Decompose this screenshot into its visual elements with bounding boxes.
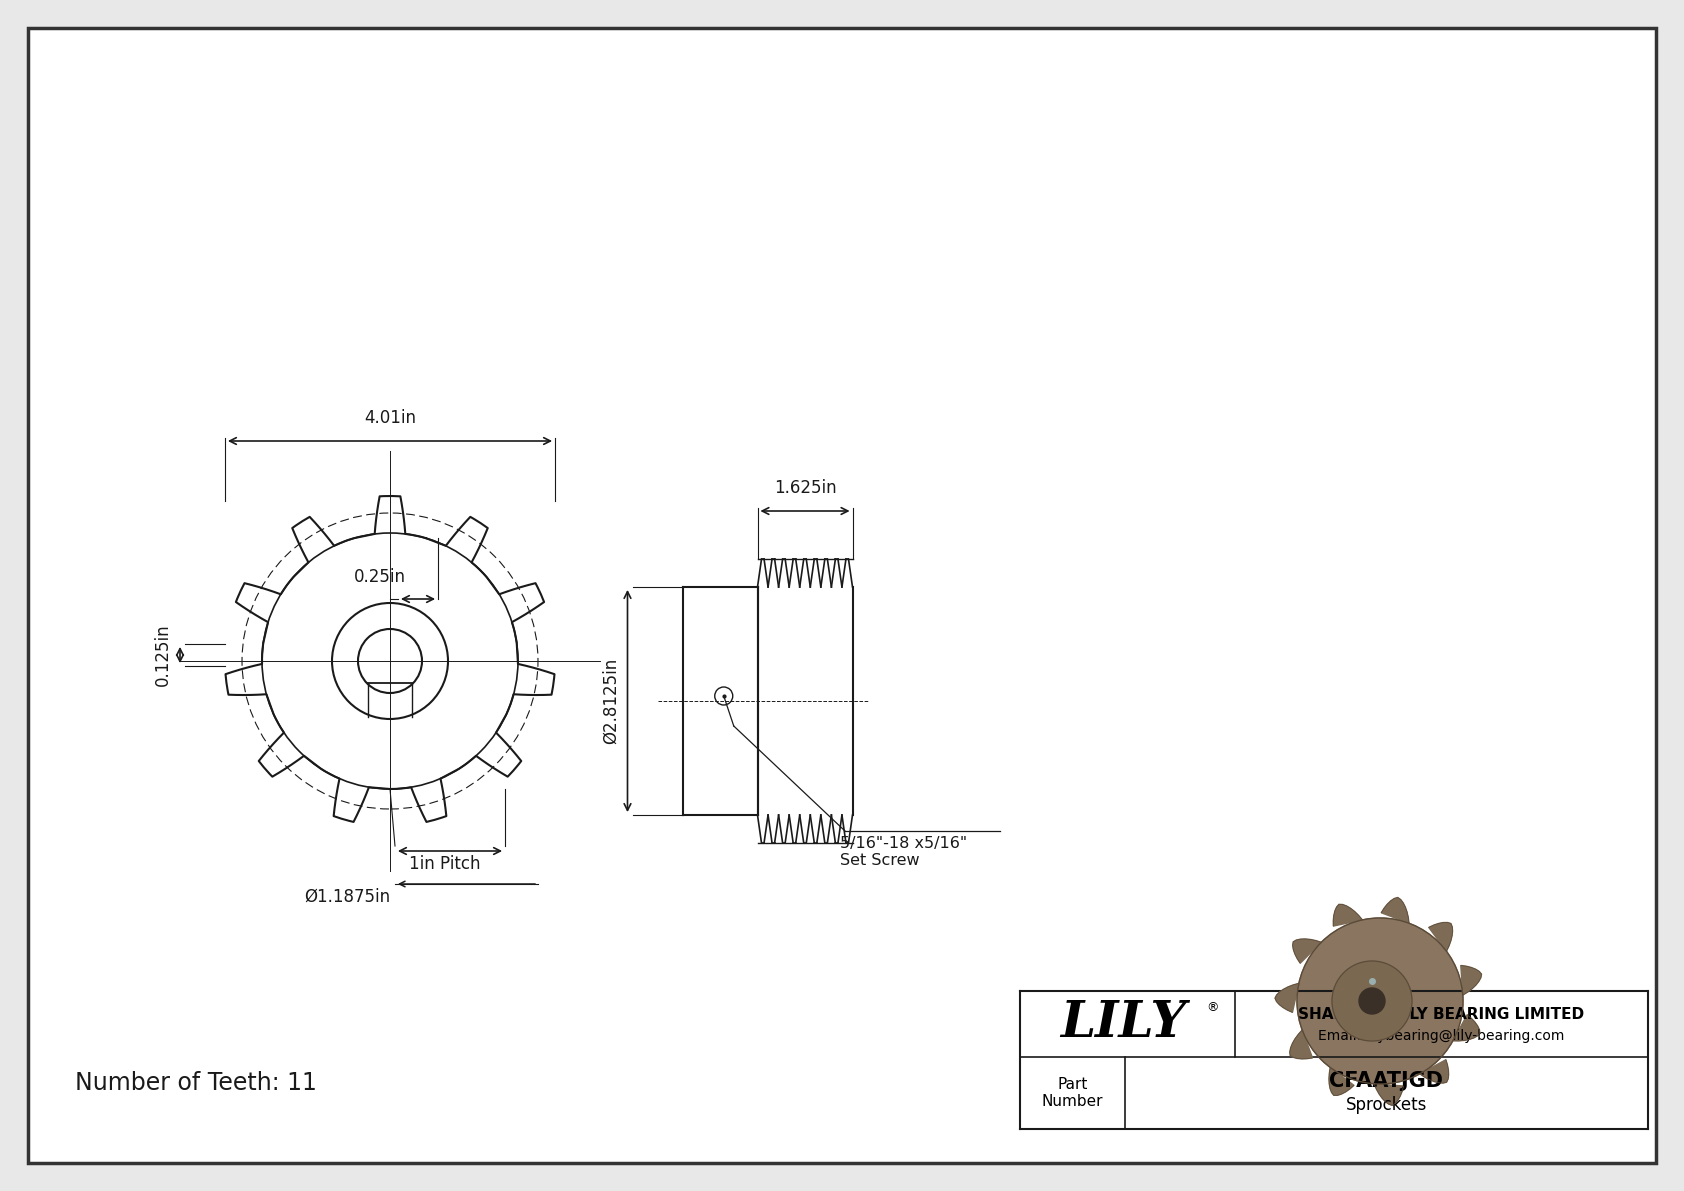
- Polygon shape: [1334, 904, 1362, 927]
- Polygon shape: [1374, 1084, 1404, 1105]
- Text: Email: lilybearing@lily-bearing.com: Email: lilybearing@lily-bearing.com: [1319, 1029, 1564, 1043]
- Polygon shape: [1420, 1060, 1448, 1083]
- Polygon shape: [1453, 1015, 1480, 1041]
- Text: Number of Teeth: 11: Number of Teeth: 11: [76, 1071, 317, 1095]
- Text: Ø2.8125in: Ø2.8125in: [601, 657, 620, 744]
- Polygon shape: [1329, 1067, 1354, 1096]
- FancyBboxPatch shape: [29, 29, 1655, 1162]
- Text: Ø1.1875in: Ø1.1875in: [303, 888, 391, 906]
- Text: ®: ®: [1207, 1000, 1219, 1014]
- Text: 4.01in: 4.01in: [364, 409, 416, 428]
- Text: Part
Number: Part Number: [1042, 1077, 1103, 1109]
- Polygon shape: [1293, 939, 1322, 964]
- Text: 5/16"-18 x5/16"
Set Screw: 5/16"-18 x5/16" Set Screw: [840, 836, 967, 868]
- Text: CFAATJGD: CFAATJGD: [1329, 1071, 1443, 1091]
- Text: SHANGHAI LILY BEARING LIMITED: SHANGHAI LILY BEARING LIMITED: [1298, 1006, 1585, 1022]
- Polygon shape: [1290, 1030, 1312, 1059]
- Circle shape: [1297, 918, 1463, 1084]
- Text: 1in Pitch: 1in Pitch: [409, 855, 480, 873]
- Polygon shape: [1275, 984, 1298, 1012]
- Text: 0.25in: 0.25in: [354, 568, 406, 586]
- Text: Sprockets: Sprockets: [1346, 1096, 1426, 1114]
- Text: 0.125in: 0.125in: [153, 624, 172, 686]
- Polygon shape: [1381, 898, 1410, 923]
- Polygon shape: [1460, 966, 1482, 994]
- Text: LILY: LILY: [1061, 998, 1187, 1048]
- Circle shape: [1332, 961, 1411, 1041]
- Circle shape: [1359, 989, 1384, 1014]
- Polygon shape: [1428, 923, 1453, 952]
- Text: 1.625in: 1.625in: [773, 479, 837, 497]
